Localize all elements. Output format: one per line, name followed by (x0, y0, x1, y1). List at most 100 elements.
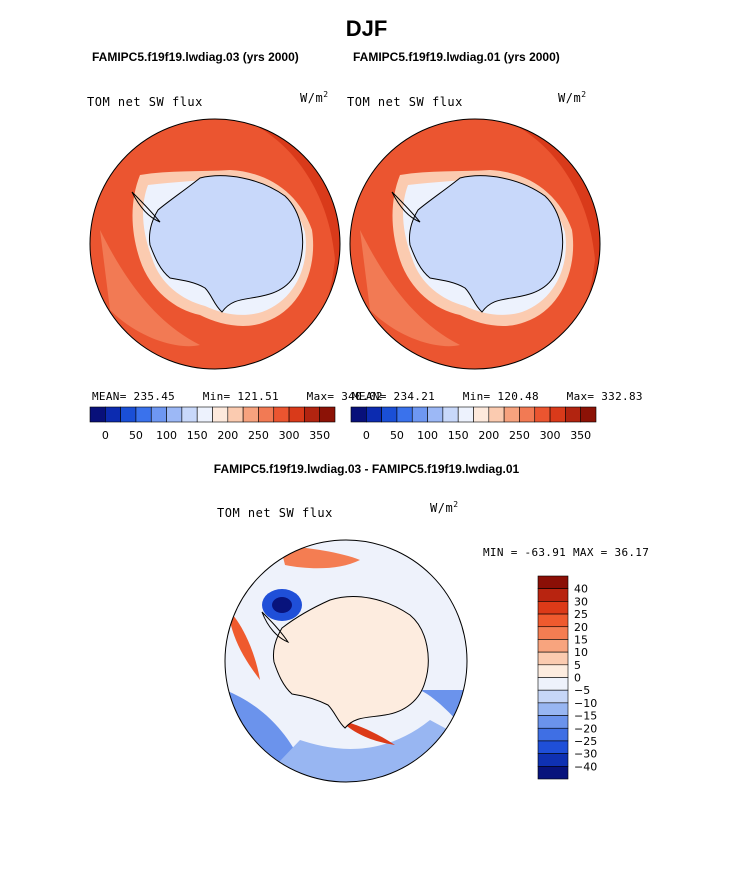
diff-colorbar-tick-label: 5 (574, 659, 581, 672)
panel1-colorbar-cell (304, 406, 320, 423)
panel1-max: Max= 340.02 (306, 390, 383, 403)
panel2-colorbar-cell (442, 406, 459, 423)
panel1-colorbar-cell (227, 406, 244, 423)
panel2-colorbar-cell (350, 406, 367, 423)
panel2-colorbar-cell (366, 406, 382, 423)
diff-colorbar-tick-label: 15 (574, 633, 588, 646)
panel2-colorbar-cell (503, 406, 520, 423)
diff-colorbar-tick-label: −20 (574, 722, 597, 735)
panel2-min: Min= 120.48 (462, 390, 539, 403)
diff-positive-region-w (228, 610, 260, 680)
panel1-colorbar-cell (120, 406, 137, 423)
panel2-colorbar-tick-label: 100 (417, 429, 438, 442)
panel1-colorbar-cell (242, 406, 259, 423)
panel1-variable-label: TOM net SW flux (87, 95, 203, 109)
panel2-colorbar-cell (427, 406, 444, 423)
diff-colorbar-tick-label: −25 (574, 735, 597, 748)
panel2-unit-label: W/m2 (558, 90, 587, 105)
panel1-colorbar-cell (273, 406, 290, 423)
panel1-colorbar-cell (258, 406, 275, 423)
panel2-colorbar-cell (565, 406, 581, 423)
panel1-antarctica (149, 175, 304, 313)
panel2-colorbar-cell (381, 406, 398, 423)
panel1-colorbar-tick-label: 150 (187, 429, 208, 442)
diff-colorbar-tick-label: −10 (574, 697, 597, 710)
diff-colorbar-cell (537, 639, 569, 653)
diff-positive-region-n (280, 545, 360, 569)
diff-colorbar-cell (537, 689, 569, 704)
diff-colorbar-tick-label: 10 (574, 646, 588, 659)
figure-title: DJF (345, 16, 388, 41)
panel1-colorbar-cell (288, 406, 305, 423)
panel2-mid-flux-region (360, 230, 460, 347)
panel1-colorbar-cell (105, 406, 121, 423)
diff-colorbar-tick-label: 20 (574, 621, 588, 634)
panel2-colorbar-tick-label: 0 (363, 429, 370, 442)
panel2-colorbar-tick-label: 150 (448, 429, 469, 442)
panel1-stats: MEAN= 235.45 Min= 121.51 Max= 340.02 (92, 390, 383, 403)
panel2-high-flux-region (515, 119, 600, 369)
diff-colorbar-cell (537, 664, 569, 678)
diff-colorbar-cell (537, 677, 569, 691)
diff-colorbar-cell (537, 740, 569, 754)
panel2-colorbar-cell (411, 406, 428, 423)
panel2-colorbar: 0 50 100 150 200 250 300 350 (350, 406, 597, 442)
panel2-colorbar-tick-label: 200 (478, 429, 499, 442)
diff-colorbar-tick-label: −15 (574, 710, 597, 723)
panel2-colorbar-tick-label: 300 (540, 429, 561, 442)
diff-colorbar-cell (537, 626, 569, 640)
diff-colorbar-tick-label: 25 (574, 608, 588, 621)
panel1-colorbar-cell (196, 406, 213, 423)
panel2-colorbar-cell (473, 406, 490, 423)
diff-peninsula-coast (261, 611, 290, 644)
panel2-colorbar-cell (549, 406, 566, 423)
diff-colorbar-tick-label: 30 (574, 595, 588, 608)
panel1-colorbar-tick-label: 0 (102, 429, 109, 442)
panel1-case-title: FAMIPC5.f19f19.lwdiag.03 (yrs 2000) (92, 50, 299, 64)
panel1-colorbar-tick-label: 200 (217, 429, 238, 442)
panel1-colorbar-cell (319, 406, 336, 423)
diff-colorbar-cell (537, 601, 569, 615)
panel1-colorbar-tick-label: 300 (279, 429, 300, 442)
panel1-colorbar-cell (166, 406, 183, 423)
panel2-stats: MEAN= 234.21 Min= 120.48 Max= 332.83 (352, 390, 643, 403)
panel1-colorbar-tick-label: 50 (129, 429, 143, 442)
diff-colorbar-cell (537, 753, 569, 767)
panel1-colorbar-tick-label: 100 (156, 429, 177, 442)
panel1-peninsula-coast (131, 191, 161, 223)
panel1-colorbar-cell (135, 406, 152, 423)
panel2-variable-label: TOM net SW flux (347, 95, 463, 109)
diff-unit-label: W/m2 (430, 500, 459, 515)
diff-colorbar-cell (537, 727, 569, 742)
diff-colorbar-tick-label: −30 (574, 748, 597, 761)
panel2-case-title: FAMIPC5.f19f19.lwdiag.01 (yrs 2000) (353, 50, 560, 64)
panel1-colorbar-cell (212, 406, 229, 423)
diff-antarctica (273, 595, 429, 729)
diff-colorbar-tick-label: 40 (574, 583, 588, 596)
panel1-colorbar: 0 50 100 150 200 250 300 350 (89, 406, 336, 442)
diff-negative-region-se (420, 690, 467, 730)
diff-anomaly-core (272, 597, 292, 613)
panel2-colorbar-tick-label: 350 (570, 429, 591, 442)
panel2-colorbar-tick-label: 50 (390, 429, 404, 442)
panel1-mean: MEAN= 235.45 (92, 390, 176, 403)
panel1-unit-label: W/m2 (300, 90, 329, 105)
diff-colorbar-cell (537, 766, 569, 780)
diff-colorbar-cell (537, 715, 569, 729)
diff-minmax: MIN = -63.91 MAX = 36.17 (483, 546, 650, 559)
panel1-min: Min= 121.51 (202, 390, 279, 403)
panel1-mid-flux-region (100, 230, 200, 347)
diff-positive-region-ross (340, 720, 395, 745)
panel2-colorbar-cell (457, 406, 474, 423)
diff-colorbar-tick-label: 0 (574, 672, 581, 685)
panel2-antarctica (409, 175, 564, 313)
panel2-peninsula-coast (391, 191, 421, 223)
diff-colorbar-cell (537, 651, 569, 666)
panel2-colorbar-cell (580, 406, 597, 423)
panel2-colorbar-cell (396, 406, 413, 423)
panel1-colorbar-cell (89, 406, 106, 423)
panel1-colorbar-cell (150, 406, 167, 423)
panel2-colorbar-cell (534, 406, 551, 423)
